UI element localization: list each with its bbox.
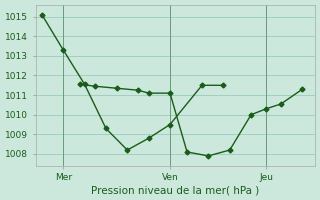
X-axis label: Pression niveau de la mer( hPa ): Pression niveau de la mer( hPa ) xyxy=(91,185,260,195)
